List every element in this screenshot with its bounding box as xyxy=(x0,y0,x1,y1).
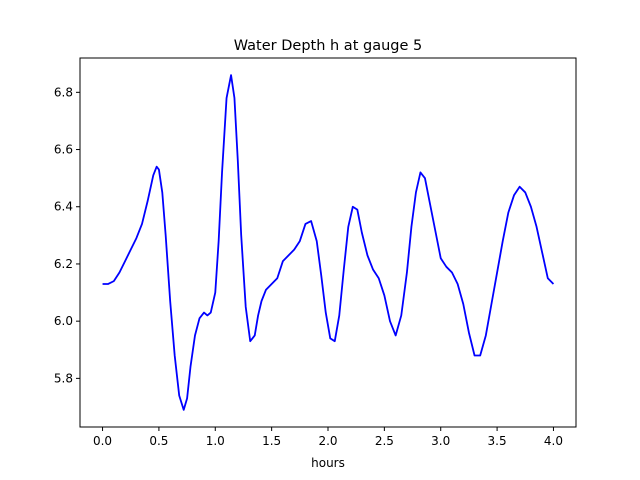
x-tick-label: 1.5 xyxy=(262,434,281,448)
series-line-0 xyxy=(102,74,555,411)
y-tick-label: 6.0 xyxy=(54,314,73,328)
y-tick-label: 5.8 xyxy=(54,371,73,385)
x-axis-label: hours xyxy=(311,456,345,470)
x-tick-label: 2.0 xyxy=(318,434,337,448)
y-tick-label: 6.6 xyxy=(54,143,73,157)
x-tick-label: 3.5 xyxy=(488,434,507,448)
plot-area xyxy=(79,57,577,428)
x-tick-label: 4.0 xyxy=(544,434,563,448)
x-tick-label: 0.0 xyxy=(93,434,112,448)
x-tick-label: 0.5 xyxy=(149,434,168,448)
x-axis: 0.0 0.5 1.0 1.5 2.0 2.5 3.0 3.5 4.0 xyxy=(93,427,563,448)
chart-title: Water Depth h at gauge 5 xyxy=(234,38,422,54)
y-tick-label: 6.2 xyxy=(54,257,73,271)
x-tick-label: 1.0 xyxy=(206,434,225,448)
y-axis: 5.8 6.0 6.2 6.4 6.6 6.8 xyxy=(54,85,80,385)
y-tick-label: 6.8 xyxy=(54,85,73,99)
x-tick-label: 2.5 xyxy=(375,434,394,448)
y-tick-label: 6.4 xyxy=(54,200,73,214)
x-tick-label: 3.0 xyxy=(431,434,450,448)
